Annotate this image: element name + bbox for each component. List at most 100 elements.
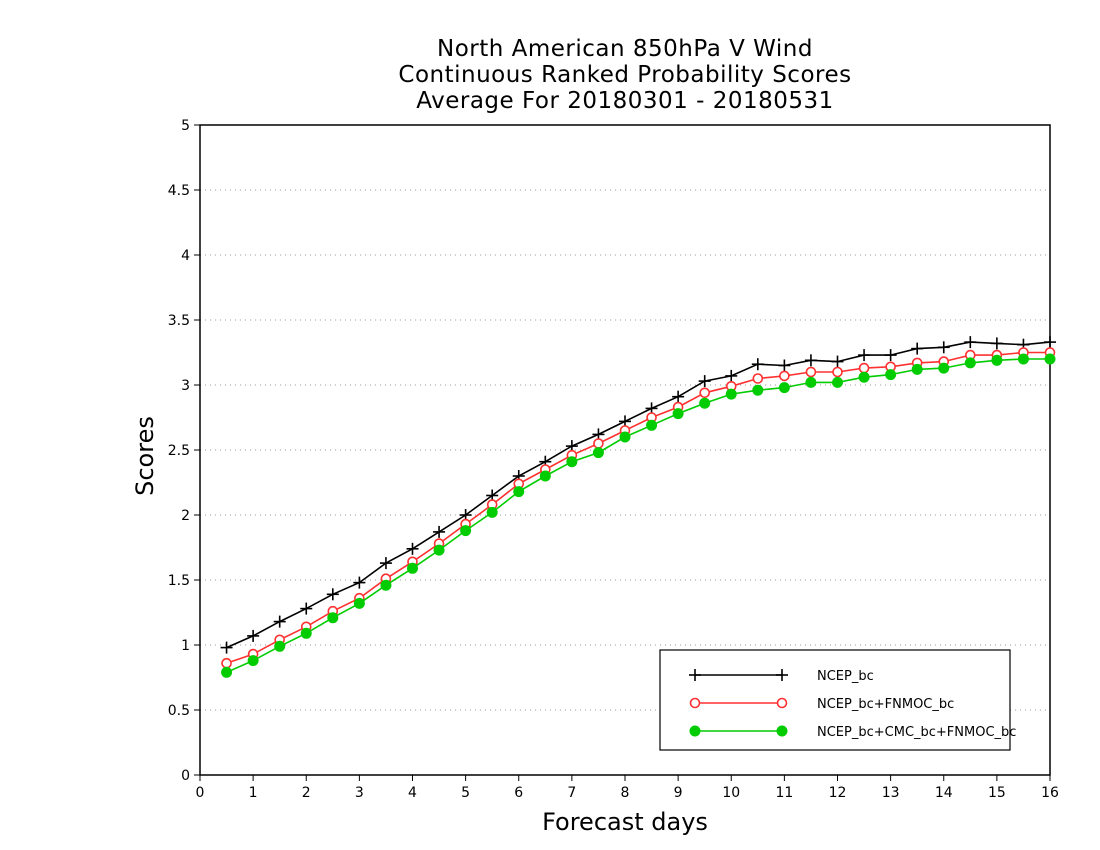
series-0-point-3: [300, 602, 313, 615]
x-tick-label-4: 4: [408, 785, 417, 801]
series-1-point-18: [699, 387, 710, 399]
series-2-point-0: [221, 666, 233, 678]
series-1-point-23: [832, 366, 843, 378]
series-2-point-15: [619, 431, 631, 443]
x-tick-label-11: 11: [775, 785, 793, 801]
x-tick-label-1: 1: [249, 785, 258, 801]
series-2-point-19: [725, 388, 737, 400]
x-tick-label-12: 12: [829, 785, 847, 801]
series-0-point-8: [433, 525, 446, 538]
series-2-point-27: [938, 362, 950, 374]
x-tick-label-9: 9: [674, 785, 683, 801]
series-2-point-30: [1017, 353, 1029, 365]
series-0-point-2: [273, 615, 286, 628]
series-2-point-28: [964, 357, 976, 369]
series-0-point-27: [937, 341, 950, 354]
legend-marker-end-2: [776, 725, 788, 737]
series-2-point-10: [486, 506, 498, 518]
x-tick-label-5: 5: [461, 785, 470, 801]
series-0-point-19: [725, 369, 738, 382]
series-2-point-3: [300, 627, 312, 639]
series-2-point-17: [672, 408, 684, 420]
series-1-point-21: [779, 370, 790, 382]
y-tick-label-9: 4.5: [168, 183, 190, 199]
y-tick-label-2: 1: [181, 638, 190, 654]
series-0-point-23: [831, 355, 844, 368]
series-0-point-4: [326, 588, 339, 601]
legend-marker-start-2: [689, 725, 701, 737]
series-2-point-11: [513, 486, 525, 498]
legend-label-0: NCEP_bc: [817, 669, 874, 684]
x-axis-label: Forecast days: [542, 808, 708, 836]
y-tick-label-7: 3.5: [168, 313, 190, 329]
chart-title-line-1: North American 850hPa V Wind: [437, 36, 813, 62]
series-0-point-7: [406, 542, 419, 555]
series-0-point-18: [698, 375, 711, 388]
series-0-point-31: [1044, 336, 1056, 349]
series-1-point-22: [805, 366, 817, 378]
series-2-point-16: [646, 419, 658, 431]
series-2-point-23: [832, 376, 843, 388]
y-tick-label-1: 0.5: [168, 703, 190, 719]
series-0-point-26: [911, 342, 924, 355]
series-2-point-4: [327, 612, 339, 624]
x-tick-label-8: 8: [621, 785, 630, 801]
x-tick-label-15: 15: [988, 785, 1006, 801]
series-2-point-25: [885, 369, 897, 381]
series-2-point-26: [911, 363, 923, 375]
series-2-point-5: [353, 597, 365, 609]
series-line-1: [226, 351, 1050, 664]
series-2-point-24: [858, 371, 870, 383]
chart-title-line-3: Average For 20180301 - 20180531: [416, 88, 834, 114]
y-tick-label-5: 2.5: [168, 443, 190, 459]
series-2-point-2: [274, 640, 286, 652]
series-0-point-6: [379, 557, 392, 570]
series-1-point-0: [221, 657, 232, 669]
series-1-point-24: [858, 362, 870, 374]
y-tick-label-6: 3: [181, 378, 190, 394]
legend-box: [659, 649, 1011, 751]
series-0-point-5: [353, 576, 366, 589]
series-0-point-21: [778, 359, 791, 372]
series-0-point-24: [858, 349, 871, 362]
x-tick-label-3: 3: [355, 785, 364, 801]
series-2-point-9: [460, 525, 472, 537]
series-1-point-14: [593, 438, 604, 449]
x-tick-label-16: 16: [1041, 785, 1059, 801]
series-0-point-0: [220, 641, 233, 654]
series-2-point-22: [805, 376, 817, 388]
series-2-point-14: [592, 447, 604, 459]
legend-label-2: NCEP_bc+CMC_bc+FNMOC_bc: [817, 725, 1016, 740]
series-0-point-28: [964, 336, 977, 349]
series-2-point-6: [380, 579, 392, 591]
series-2-point-12: [539, 470, 551, 482]
legend-marker-start-1: [689, 697, 701, 709]
chart-title-line-2: Continuous Ranked Probability Scores: [398, 62, 852, 88]
x-tick-label-7: 7: [567, 785, 576, 801]
legend-marker-end-0: [776, 669, 788, 681]
series-0-point-29: [990, 337, 1003, 350]
series-0-point-25: [884, 349, 897, 362]
series-0-point-22: [804, 354, 817, 367]
series-2-point-7: [407, 562, 418, 574]
x-tick-label-10: 10: [722, 785, 740, 801]
series-1-point-20: [752, 373, 764, 384]
x-tick-label-2: 2: [302, 785, 311, 801]
series-2-point-31: [1044, 353, 1056, 365]
y-tick-label-10: 5: [181, 118, 190, 134]
x-tick-label-13: 13: [882, 785, 900, 801]
y-tick-label-8: 4: [181, 248, 190, 264]
series-2-point-8: [433, 544, 445, 556]
series-2-point-13: [566, 456, 578, 468]
legend-label-1: NCEP_bc+FNMOC_bc: [817, 697, 954, 712]
y-tick-label-0: 0: [181, 768, 190, 784]
x-tick-label-14: 14: [935, 785, 953, 801]
series-0-point-17: [672, 390, 685, 403]
series-2-point-20: [752, 384, 764, 396]
series-line-2: [226, 358, 1050, 674]
y-tick-label-3: 1.5: [168, 573, 190, 589]
x-tick-label-6: 6: [514, 785, 523, 801]
x-tick-label-0: 0: [196, 785, 205, 801]
series-2-point-21: [778, 382, 790, 394]
